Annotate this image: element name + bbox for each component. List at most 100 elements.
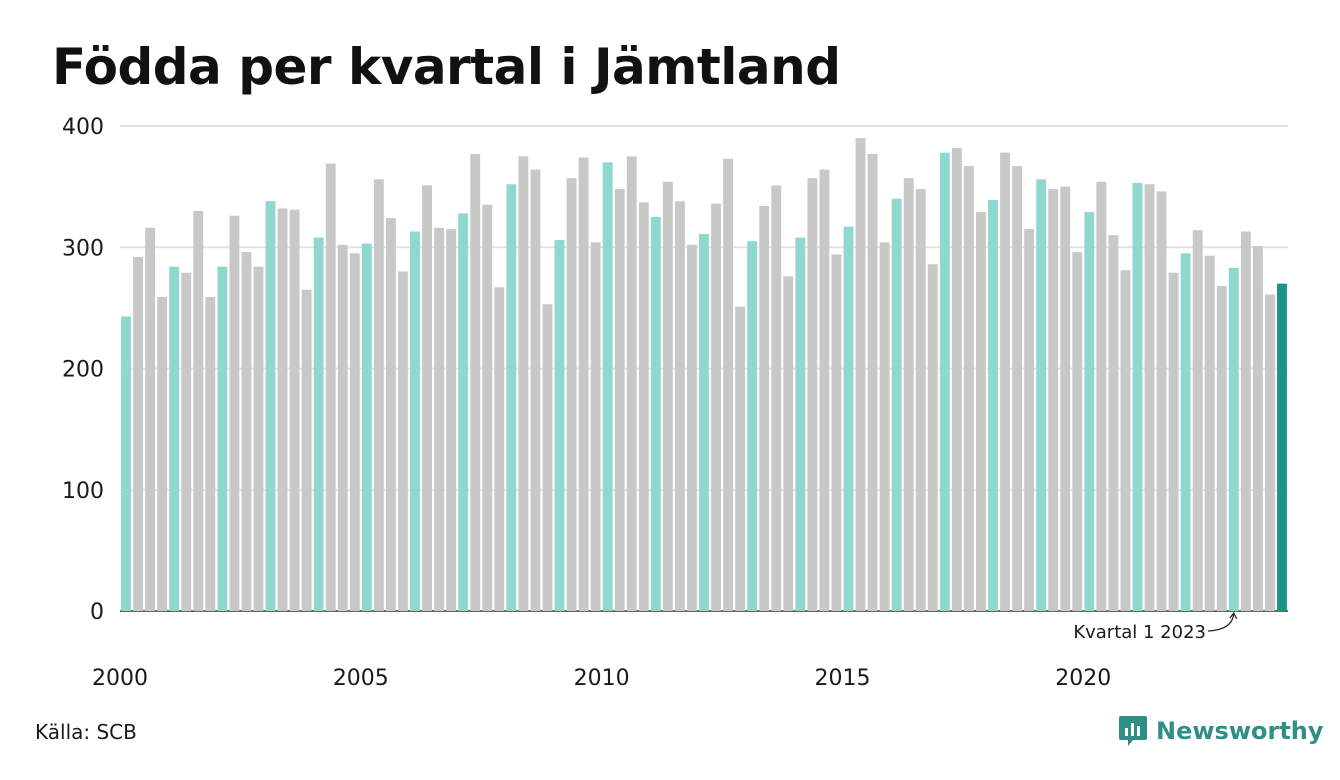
bar [578, 157, 589, 611]
bar [434, 227, 445, 611]
bar [145, 227, 156, 611]
bar [723, 158, 734, 612]
bar [253, 266, 264, 611]
bar [301, 289, 312, 611]
bar [879, 242, 890, 611]
x-tick-label: 2015 [814, 666, 870, 691]
bar [1120, 270, 1131, 611]
bar [843, 226, 854, 611]
bar [1168, 272, 1179, 611]
bar [181, 272, 192, 611]
bar [554, 239, 565, 611]
bar [1228, 267, 1239, 611]
bar [1252, 246, 1263, 612]
bar [674, 201, 685, 611]
bar [361, 243, 372, 612]
bar [1000, 152, 1010, 611]
bar [1265, 294, 1275, 611]
x-tick-label: 2010 [574, 666, 630, 691]
annotation: Kvartal 1 2023 [1073, 611, 1238, 643]
bar [590, 242, 601, 611]
bar [1180, 253, 1191, 611]
bar [1024, 229, 1035, 611]
bar [1084, 212, 1095, 611]
bar [976, 212, 986, 611]
bar [410, 231, 420, 612]
x-axis-ticks: 2000 2005 2010 2015 2020 [92, 666, 1111, 691]
bar [494, 287, 505, 611]
bar [157, 296, 168, 611]
bar [229, 215, 240, 612]
bar [446, 229, 457, 611]
bar [711, 203, 721, 611]
bar [133, 256, 143, 611]
source-label: Källa: SCB [35, 720, 137, 744]
y-tick-label: 100 [62, 479, 104, 504]
bar [205, 296, 216, 611]
bar [1156, 191, 1167, 612]
bar [855, 138, 866, 612]
bar [506, 184, 517, 611]
bar [1132, 182, 1143, 612]
bar [385, 218, 396, 611]
bar [1240, 231, 1251, 612]
bar [265, 201, 276, 611]
bar [277, 208, 288, 611]
bar [951, 147, 962, 611]
bar [1192, 230, 1203, 611]
bar [1036, 179, 1047, 611]
bar [1277, 283, 1287, 612]
bar [518, 156, 529, 611]
bar [807, 178, 818, 611]
x-tick-label: 2005 [333, 666, 389, 691]
annotation-label: Kvartal 1 2023 [1073, 622, 1206, 643]
bar [373, 179, 384, 611]
bar [325, 163, 336, 611]
bar [482, 204, 493, 611]
bar [747, 241, 758, 611]
bar [1060, 186, 1071, 612]
bar [795, 237, 806, 612]
y-tick-label: 400 [62, 115, 104, 140]
bar [735, 306, 746, 611]
bar [927, 264, 938, 611]
bar [891, 198, 902, 611]
bar [193, 210, 204, 612]
y-axis-ticks: 0 100 200 300 400 [62, 115, 104, 625]
y-tick-label: 0 [90, 600, 104, 625]
bar [988, 199, 998, 611]
brand-logo: Newsworthy [1118, 714, 1324, 748]
bar [614, 189, 625, 612]
bar [1012, 166, 1023, 611]
bar [217, 266, 228, 611]
bar [337, 244, 348, 611]
bar [566, 178, 577, 611]
bar [602, 162, 613, 612]
bar [638, 202, 649, 611]
bar [1048, 189, 1059, 612]
y-tick-label: 200 [62, 358, 104, 383]
bar [662, 181, 673, 611]
bar [867, 153, 878, 611]
bar [1096, 181, 1107, 611]
bar [422, 185, 432, 611]
newsworthy-chart-icon [1119, 716, 1147, 746]
bar [313, 237, 324, 612]
bar [530, 169, 541, 611]
annotation-arrow [1207, 613, 1235, 632]
brand-name: Newsworthy [1156, 717, 1324, 745]
bar [398, 271, 408, 611]
bar [650, 216, 661, 611]
bar [289, 209, 300, 611]
bar [470, 153, 481, 611]
bar [915, 189, 926, 612]
bar [831, 254, 842, 611]
bar [169, 266, 180, 611]
x-tick-label: 2000 [92, 666, 148, 691]
bar [903, 178, 914, 611]
bar [1144, 184, 1155, 611]
bar [699, 233, 709, 611]
chart-title: Födda per kvartal i Jämtland [52, 38, 841, 96]
x-tick-label: 2020 [1055, 666, 1111, 691]
